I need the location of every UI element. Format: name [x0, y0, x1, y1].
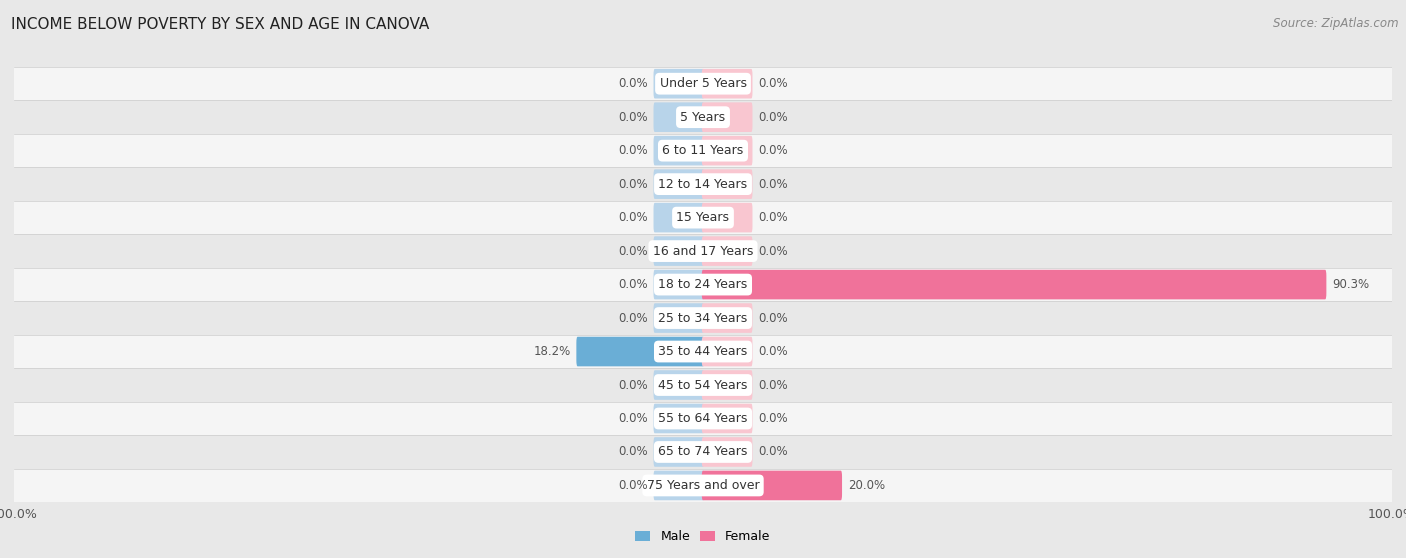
FancyBboxPatch shape: [576, 336, 704, 367]
Text: Source: ZipAtlas.com: Source: ZipAtlas.com: [1274, 17, 1399, 30]
Bar: [14, 134, 1392, 167]
FancyBboxPatch shape: [702, 470, 842, 501]
FancyBboxPatch shape: [654, 270, 704, 300]
Text: 65 to 74 Years: 65 to 74 Years: [658, 445, 748, 459]
Text: INCOME BELOW POVERTY BY SEX AND AGE IN CANOVA: INCOME BELOW POVERTY BY SEX AND AGE IN C…: [11, 17, 429, 32]
FancyBboxPatch shape: [702, 303, 752, 333]
Text: 6 to 11 Years: 6 to 11 Years: [662, 144, 744, 157]
Text: 0.0%: 0.0%: [758, 77, 787, 90]
Bar: [14, 234, 1392, 268]
FancyBboxPatch shape: [702, 236, 752, 266]
Text: 75 Years and over: 75 Years and over: [647, 479, 759, 492]
Bar: [14, 402, 1392, 435]
Bar: [14, 167, 1392, 201]
Text: 0.0%: 0.0%: [758, 110, 787, 124]
Text: 0.0%: 0.0%: [619, 211, 648, 224]
Bar: [14, 335, 1392, 368]
Text: 20.0%: 20.0%: [848, 479, 884, 492]
Text: 0.0%: 0.0%: [619, 378, 648, 392]
Text: 35 to 44 Years: 35 to 44 Years: [658, 345, 748, 358]
Text: 0.0%: 0.0%: [619, 311, 648, 325]
Text: 0.0%: 0.0%: [619, 77, 648, 90]
FancyBboxPatch shape: [654, 69, 704, 99]
Legend: Male, Female: Male, Female: [630, 525, 776, 548]
FancyBboxPatch shape: [654, 437, 704, 467]
FancyBboxPatch shape: [702, 102, 752, 132]
FancyBboxPatch shape: [702, 136, 752, 166]
Text: 45 to 54 Years: 45 to 54 Years: [658, 378, 748, 392]
Bar: [14, 201, 1392, 234]
FancyBboxPatch shape: [702, 69, 752, 99]
Bar: [14, 435, 1392, 469]
Bar: [14, 301, 1392, 335]
Text: 0.0%: 0.0%: [758, 345, 787, 358]
Bar: [14, 469, 1392, 502]
Text: 90.3%: 90.3%: [1331, 278, 1369, 291]
Text: 0.0%: 0.0%: [758, 378, 787, 392]
Text: 0.0%: 0.0%: [619, 110, 648, 124]
Text: 16 and 17 Years: 16 and 17 Years: [652, 244, 754, 258]
Text: 0.0%: 0.0%: [619, 278, 648, 291]
Text: 0.0%: 0.0%: [619, 244, 648, 258]
Text: 0.0%: 0.0%: [619, 445, 648, 459]
FancyBboxPatch shape: [654, 203, 704, 233]
Text: 15 Years: 15 Years: [676, 211, 730, 224]
Text: 0.0%: 0.0%: [758, 211, 787, 224]
Text: 0.0%: 0.0%: [758, 445, 787, 459]
Text: 18 to 24 Years: 18 to 24 Years: [658, 278, 748, 291]
FancyBboxPatch shape: [702, 336, 752, 367]
FancyBboxPatch shape: [654, 370, 704, 400]
Text: 5 Years: 5 Years: [681, 110, 725, 124]
FancyBboxPatch shape: [702, 270, 1326, 300]
Text: 0.0%: 0.0%: [758, 144, 787, 157]
Text: 0.0%: 0.0%: [758, 412, 787, 425]
Text: 18.2%: 18.2%: [533, 345, 571, 358]
FancyBboxPatch shape: [702, 169, 752, 199]
Text: 0.0%: 0.0%: [619, 144, 648, 157]
Text: 0.0%: 0.0%: [758, 177, 787, 191]
Text: 0.0%: 0.0%: [758, 311, 787, 325]
FancyBboxPatch shape: [654, 303, 704, 333]
Text: Under 5 Years: Under 5 Years: [659, 77, 747, 90]
FancyBboxPatch shape: [654, 102, 704, 132]
Bar: [14, 100, 1392, 134]
FancyBboxPatch shape: [702, 370, 752, 400]
Bar: [14, 268, 1392, 301]
Text: 0.0%: 0.0%: [758, 244, 787, 258]
FancyBboxPatch shape: [702, 403, 752, 434]
Text: 0.0%: 0.0%: [619, 412, 648, 425]
FancyBboxPatch shape: [654, 236, 704, 266]
FancyBboxPatch shape: [654, 403, 704, 434]
Text: 25 to 34 Years: 25 to 34 Years: [658, 311, 748, 325]
FancyBboxPatch shape: [702, 203, 752, 233]
FancyBboxPatch shape: [654, 470, 704, 501]
Text: 0.0%: 0.0%: [619, 177, 648, 191]
Text: 55 to 64 Years: 55 to 64 Years: [658, 412, 748, 425]
Bar: [14, 368, 1392, 402]
FancyBboxPatch shape: [654, 136, 704, 166]
Text: 0.0%: 0.0%: [619, 479, 648, 492]
Text: 12 to 14 Years: 12 to 14 Years: [658, 177, 748, 191]
Bar: [14, 67, 1392, 100]
FancyBboxPatch shape: [654, 169, 704, 199]
FancyBboxPatch shape: [702, 437, 752, 467]
